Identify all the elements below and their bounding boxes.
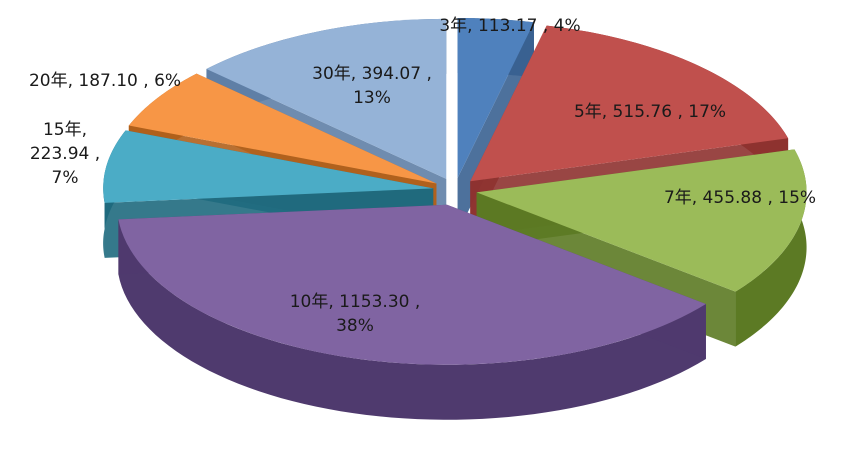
pie-slice-20年 (128, 73, 437, 184)
slice-label-4: 15年, 223.94 , 7% (30, 120, 100, 188)
pie-slice-15年 (103, 130, 434, 203)
pie-slice-30年 (206, 18, 447, 179)
slice-label-1: 5年, 515.76 , 17% (574, 102, 726, 122)
slice-label-6: 30年, 394.07 , 13% (312, 64, 432, 108)
slice-label-line: 223.94 , (30, 144, 100, 164)
pie-slice-10年 (118, 204, 706, 365)
slice-side-3 (118, 219, 706, 420)
slice-label-line: 13% (353, 88, 391, 108)
slice-labels: 3年, 113.17 , 4% 5年, 515.76 , 17% 7年, 455.8… (29, 16, 816, 336)
slice-label-line: 7% (52, 168, 79, 188)
slice-label-line: 10年, 1153.30 , (290, 292, 421, 312)
slice-label-line: 5年, 515.76 , 17% (574, 102, 726, 122)
slice-label-5: 20年, 187.10 , 6% (29, 71, 181, 91)
slice-label-line: 38% (336, 316, 374, 336)
slice-label-line: 20年, 187.10 , 6% (29, 71, 181, 91)
slice-tops (103, 17, 807, 365)
slice-label-0: 3年, 113.17 , 4% (439, 16, 580, 36)
pie-slice-5年 (470, 25, 789, 182)
slice-label-2: 7年, 455.88 , 15% (664, 188, 816, 208)
slice-label-3: 10年, 1153.30 , 38% (290, 292, 421, 336)
pie-slice-3年 (457, 17, 534, 178)
pie-slice-7年 (476, 149, 807, 292)
slice-label-line: 7年, 455.88 , 15% (664, 188, 816, 208)
slice-side-2 (735, 149, 807, 347)
slice-label-line: 30年, 394.07 , (312, 64, 432, 84)
slice-label-line: 15年, (43, 120, 87, 140)
slice-label-line: 3年, 113.17 , 4% (439, 16, 580, 36)
